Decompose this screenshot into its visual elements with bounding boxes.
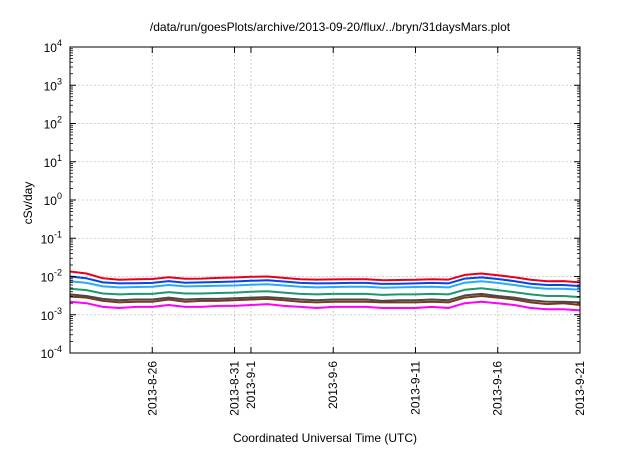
- x-axis-label: Coordinated Universal Time (UTC): [233, 431, 417, 445]
- x-tick-label: 2013-9-21: [573, 361, 587, 416]
- grid-layer: [70, 47, 580, 353]
- series-line-4: [69, 287, 581, 299]
- x-tick-label: 2013-8-26: [145, 361, 159, 416]
- chart-title: /data/run/goesPlots/archive/2013-09-20/f…: [150, 20, 511, 34]
- x-tick-label: 2013-8-31: [228, 361, 242, 416]
- series-line-7: [69, 300, 581, 312]
- series-line-1: [69, 270, 581, 284]
- series-line-6: [69, 295, 581, 306]
- series-layer: [69, 270, 581, 312]
- series-line-2: [69, 275, 581, 288]
- y-axis-label: cSv/day: [21, 182, 35, 225]
- series-line-5: [69, 292, 581, 304]
- x-tick-label: 2013-9-6: [326, 361, 340, 409]
- x-tick-label: 2013-9-16: [491, 361, 505, 416]
- x-tick-label: 2013-9-11: [408, 361, 422, 415]
- x-tick-label: 2013-9-1: [244, 361, 258, 409]
- series-line-3: [69, 280, 581, 291]
